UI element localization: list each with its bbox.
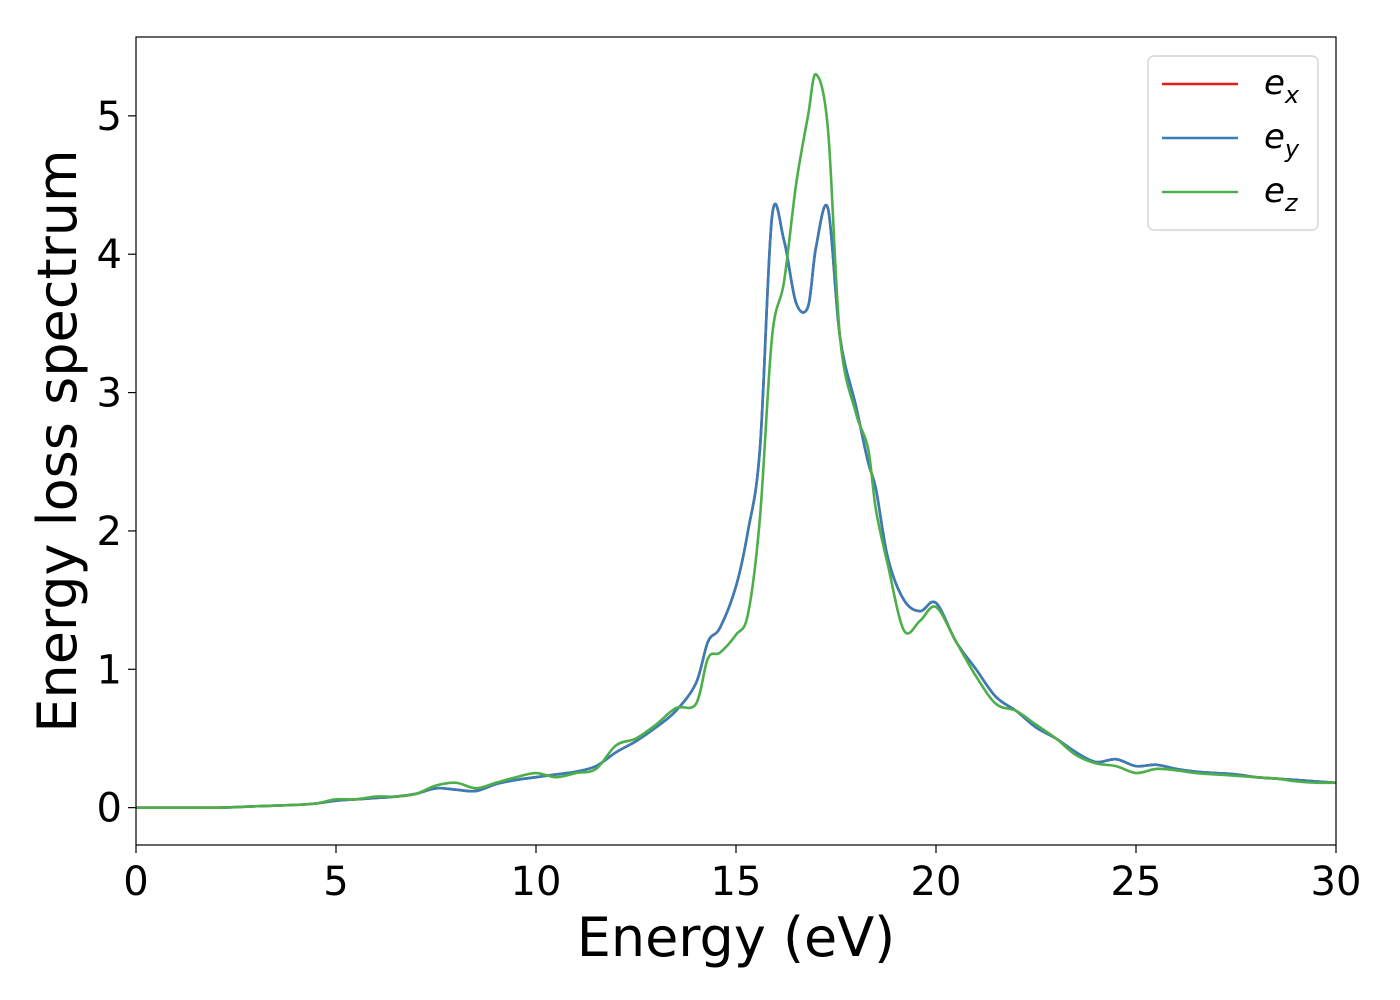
y-tick-label: 4 — [97, 232, 122, 278]
y-tick-label: 3 — [97, 371, 122, 417]
x-tick-label: 10 — [511, 859, 562, 905]
x-tick-label: 30 — [1311, 859, 1362, 905]
x-tick-label: 0 — [123, 859, 148, 905]
x-axis-ticks: 0 5 10 15 20 25 30 — [123, 845, 1361, 905]
x-tick-label: 25 — [1111, 859, 1162, 905]
legend: ex ey ez — [1147, 55, 1319, 231]
legend-box — [1147, 55, 1319, 231]
x-axis-label: Energy (eV) — [577, 906, 896, 969]
y-tick-label: 5 — [97, 94, 122, 140]
y-tick-label: 0 — [97, 786, 122, 832]
legend-entry-y: ey — [1264, 117, 1300, 163]
series-layer — [135, 73, 1337, 810]
x-tick-label: 20 — [911, 859, 962, 905]
y-axis-ticks: 0 1 2 3 4 5 — [97, 94, 136, 832]
legend-entry-x: ex — [1264, 63, 1300, 109]
y-axis-label: Energy loss spectrum — [26, 149, 89, 732]
x-tick-label: 15 — [711, 859, 762, 905]
series-line-z — [135, 73, 1337, 810]
x-tick-label: 5 — [323, 859, 348, 905]
plot-background — [136, 37, 1336, 845]
y-tick-label: 2 — [97, 509, 122, 555]
y-tick-label: 1 — [97, 647, 122, 693]
series-line-y — [135, 202, 1337, 810]
legend-entry-z: ez — [1264, 171, 1299, 217]
